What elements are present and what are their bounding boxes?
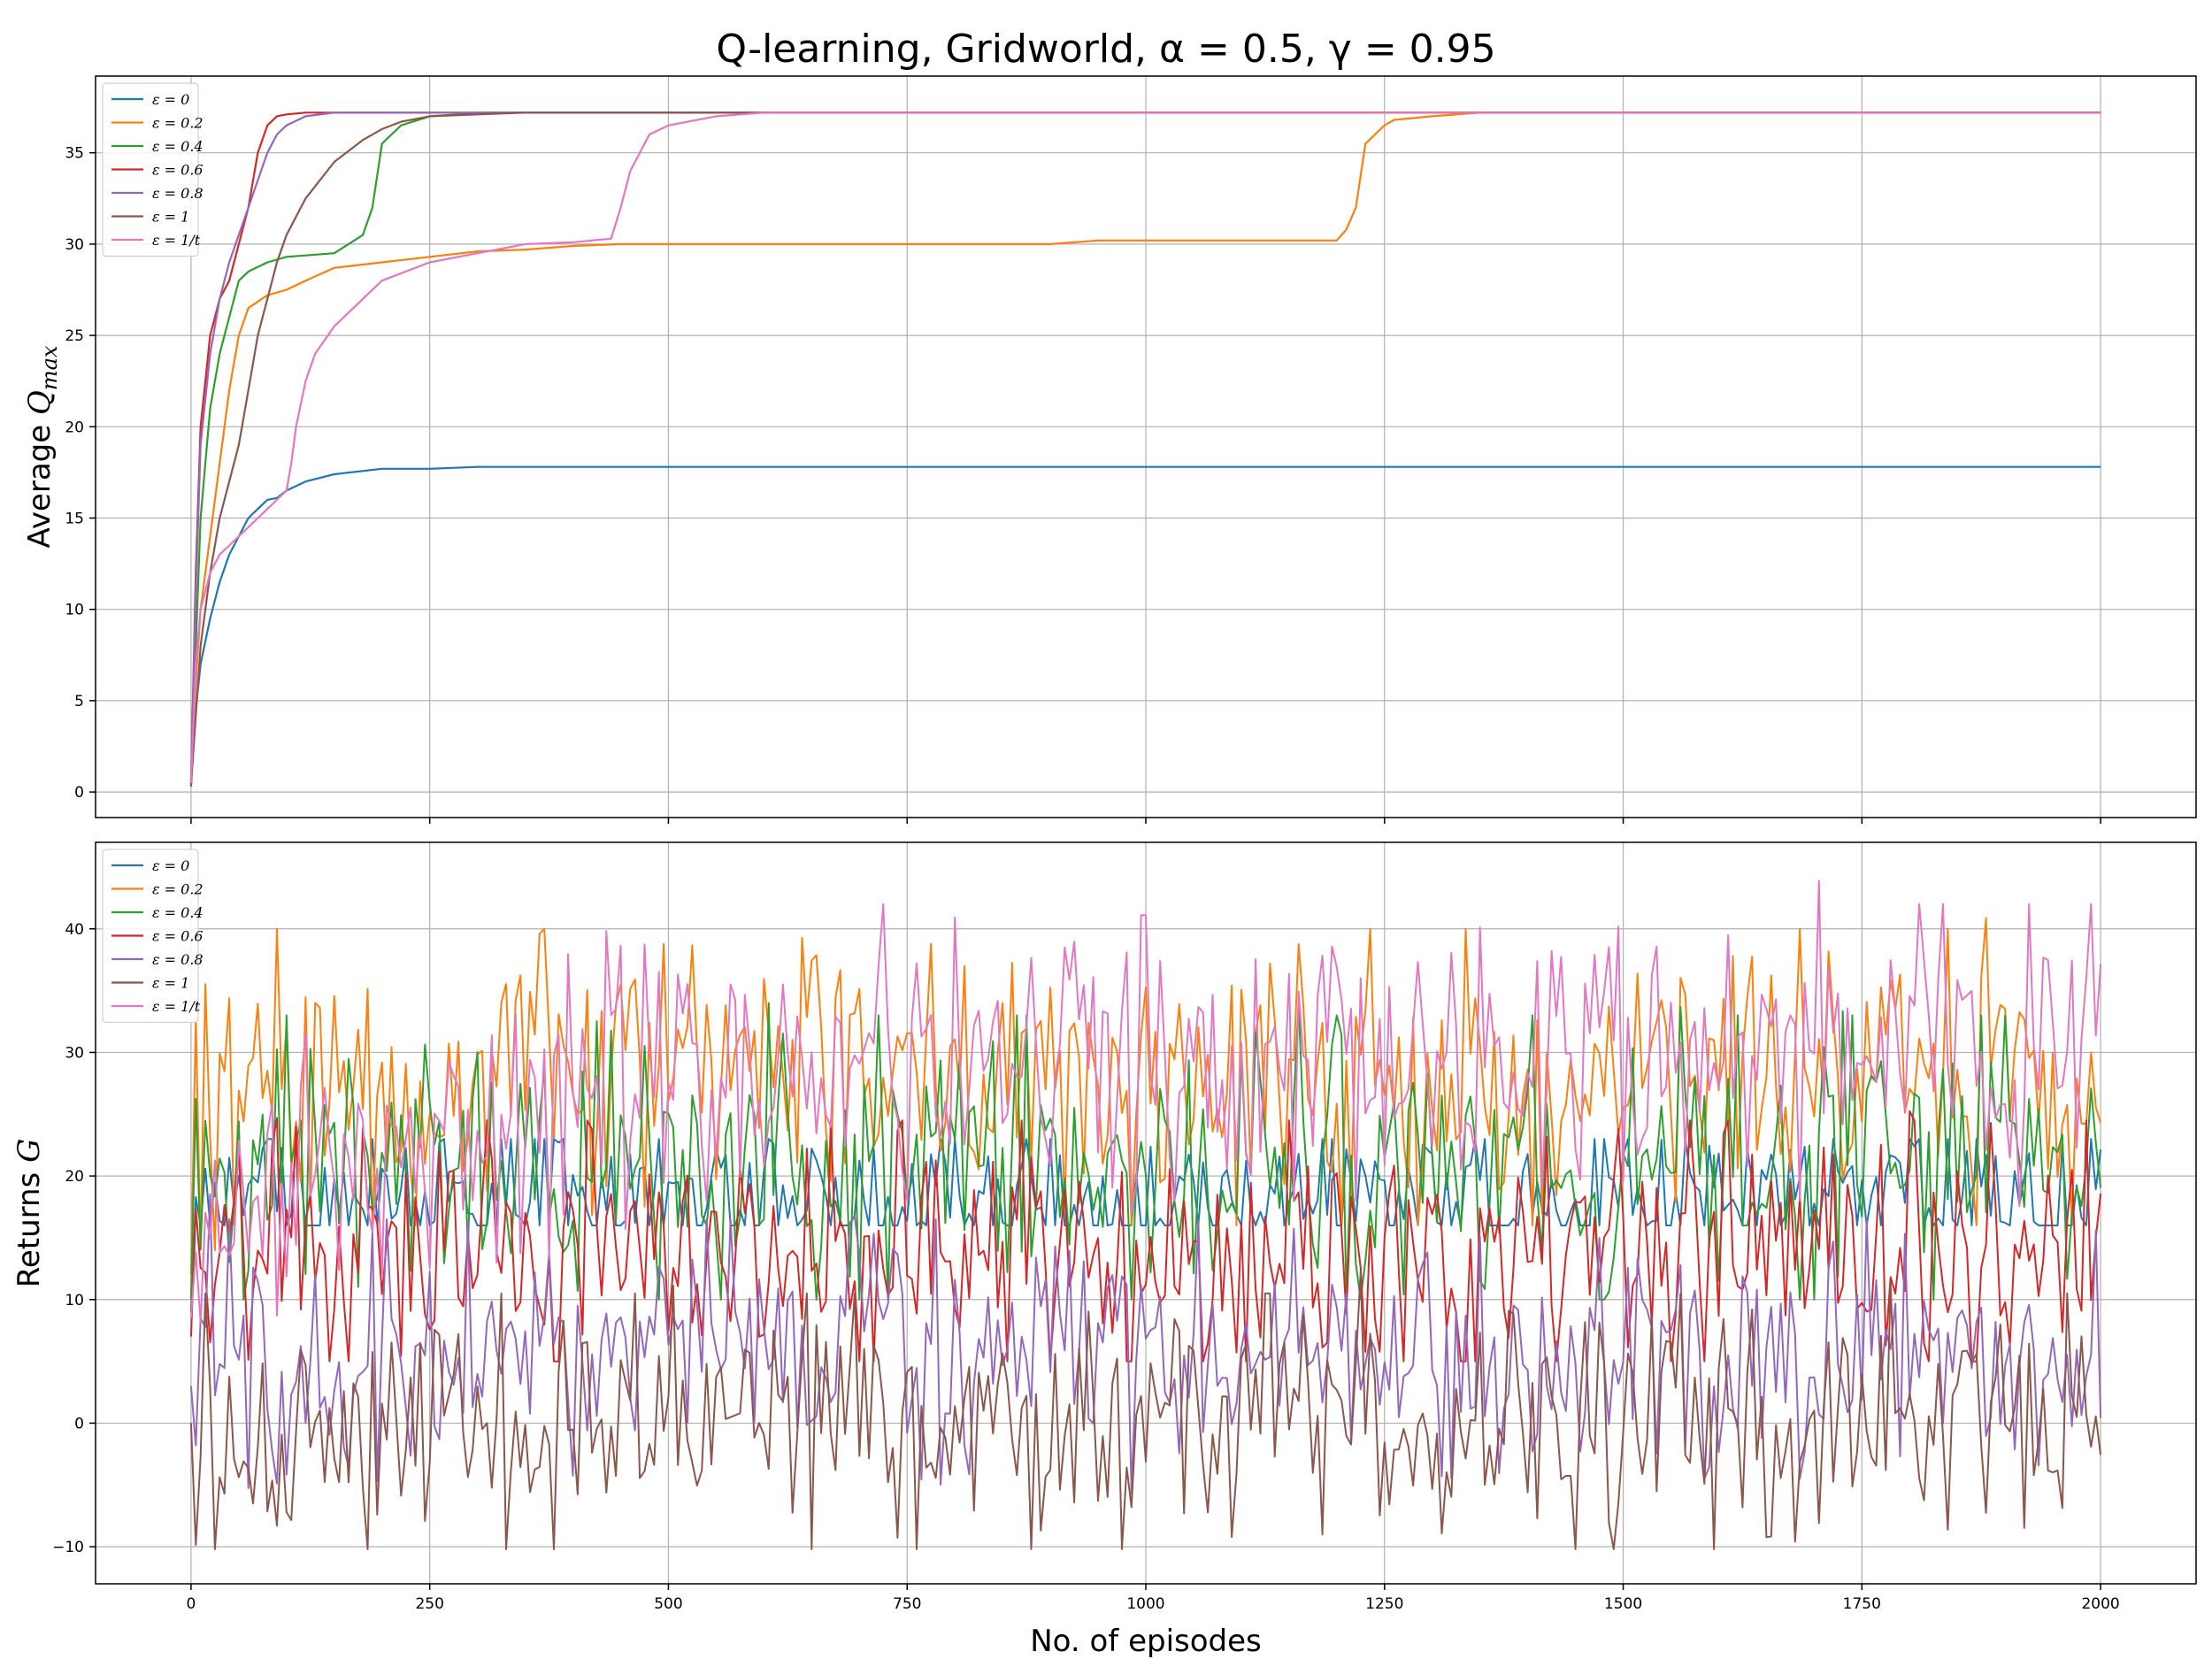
legend-box <box>102 82 199 257</box>
y-tick-label: 20 <box>65 419 84 436</box>
series-line <box>189 879 2102 1324</box>
plot-area <box>189 879 2102 1550</box>
y-tick-label: 35 <box>65 145 84 163</box>
x-tick-label: 1000 <box>1126 1595 1164 1613</box>
figure-title: Q-learning, Gridworld, α = 0.5, γ = 0.95 <box>716 27 1495 72</box>
legend-label: ε = 0.4 <box>152 138 204 155</box>
legend-label: ε = 1 <box>152 975 189 992</box>
series-line <box>189 111 2101 785</box>
x-tick-label: 1500 <box>1604 1595 1642 1613</box>
series-line <box>189 111 2101 783</box>
y-tick-label: 25 <box>65 327 84 345</box>
y-axis-label: Returns G <box>12 1139 47 1288</box>
legend-label: ε = 0.8 <box>152 951 204 968</box>
y-tick-label: 15 <box>65 510 84 527</box>
legend-label: ε = 0.8 <box>152 185 204 202</box>
legend-label: ε = 0.4 <box>152 904 204 921</box>
series-line <box>189 1193 2102 1494</box>
x-tick-label: 500 <box>654 1595 682 1613</box>
series-line <box>189 111 2101 783</box>
series-line <box>189 1002 2102 1301</box>
legend-label: ε = 0 <box>152 857 189 874</box>
y-tick-label: 30 <box>65 1044 84 1062</box>
legend-label: ε = 0.2 <box>152 115 204 132</box>
x-tick-label: 2000 <box>2081 1595 2119 1613</box>
x-tick-label: 750 <box>893 1595 921 1613</box>
y-tick-label: −10 <box>52 1539 84 1556</box>
plot-area <box>189 111 2101 787</box>
series-line <box>189 1271 2102 1550</box>
y-tick-label: 20 <box>65 1168 84 1186</box>
x-tick-label: 250 <box>415 1595 443 1613</box>
y-tick-label: 10 <box>65 602 84 619</box>
legend: ε = 0 ε = 0.2 ε = 0.4 ε = 0.6 ε = 0.8 ε = 1 ε … <box>102 849 204 1024</box>
x-axis-label: No. of episodes <box>1030 1624 1262 1659</box>
legend-label: ε = 0.6 <box>152 928 204 945</box>
legend-label: ε = 1/t <box>152 232 201 249</box>
y-tick-label: 0 <box>74 784 84 802</box>
series-line <box>189 465 2101 787</box>
legend-label: ε = 1/t <box>152 998 201 1015</box>
series-line <box>189 1110 2102 1363</box>
returns-panel: 0 250 500 750 1000 1250 1500 1750 2000 −10 0 10 20 30… <box>12 841 2197 1659</box>
y-tick-label: 10 <box>65 1292 84 1310</box>
legend-label: ε = 0.2 <box>152 881 204 898</box>
legend: ε = 0 ε = 0.2 ε = 0.4 ε = 0.6 ε = 0.8 ε = 1 ε … <box>102 82 204 257</box>
x-tick-label: 1250 <box>1365 1595 1403 1613</box>
y-tick-label: 5 <box>74 693 84 710</box>
legend-label: ε = 0.6 <box>152 162 204 179</box>
x-tick-label: 0 <box>186 1595 196 1613</box>
legend-label: ε = 0 <box>152 91 189 108</box>
series-line <box>189 111 2101 783</box>
x-tick-label: 1750 <box>1843 1595 1881 1613</box>
legend-box <box>102 849 199 1024</box>
legend-label: ε = 1 <box>152 209 189 226</box>
y-tick-label: 30 <box>65 236 84 254</box>
y-tick-label: 0 <box>74 1415 84 1432</box>
y-axis-label: Average Qmax <box>22 345 62 548</box>
y-tick-label: 40 <box>65 921 84 939</box>
